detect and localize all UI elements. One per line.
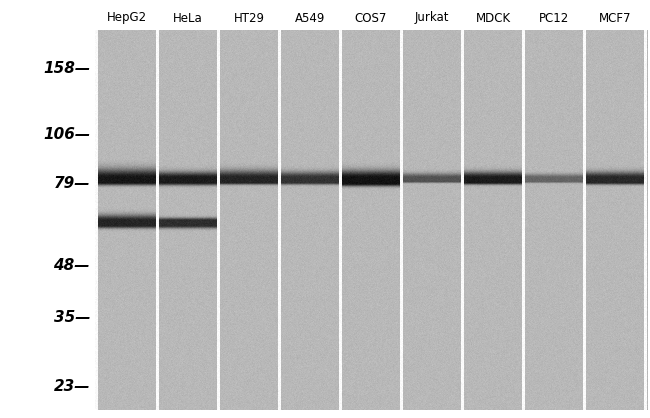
Text: HT29: HT29 bbox=[233, 12, 265, 25]
Text: HepG2: HepG2 bbox=[107, 12, 147, 25]
Text: 79—: 79— bbox=[53, 176, 90, 191]
Text: 106—: 106— bbox=[43, 127, 90, 142]
Text: MCF7: MCF7 bbox=[599, 12, 631, 25]
Text: 35—: 35— bbox=[53, 310, 90, 325]
Text: PC12: PC12 bbox=[539, 12, 569, 25]
Text: MDCK: MDCK bbox=[475, 12, 510, 25]
Text: Jurkat: Jurkat bbox=[415, 12, 449, 25]
Text: HeLa: HeLa bbox=[173, 12, 203, 25]
Text: 48—: 48— bbox=[53, 258, 90, 273]
Text: 23—: 23— bbox=[53, 380, 90, 395]
Text: A549: A549 bbox=[295, 12, 325, 25]
Text: COS7: COS7 bbox=[355, 12, 387, 25]
Text: 158—: 158— bbox=[43, 61, 90, 76]
